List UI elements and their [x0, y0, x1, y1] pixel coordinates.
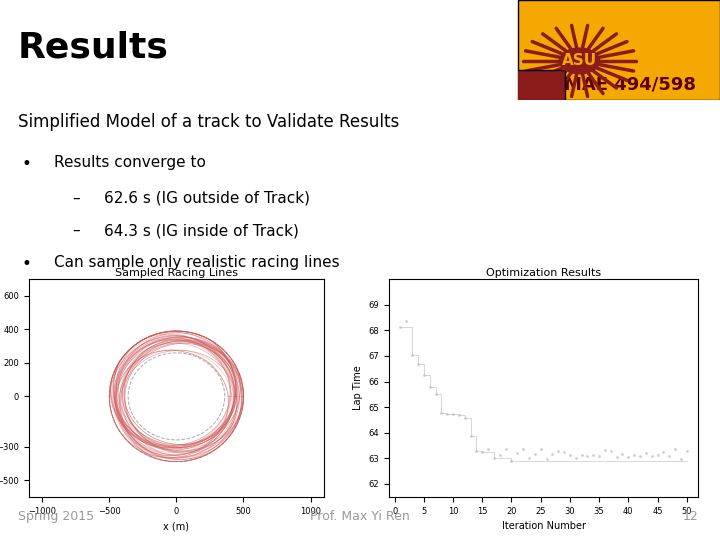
Point — [505, 456, 517, 465]
Point — [681, 447, 693, 456]
Point — [459, 414, 470, 422]
Text: 62.6 s (IG outside of Track): 62.6 s (IG outside of Track) — [104, 191, 310, 206]
Text: Results converge to: Results converge to — [54, 155, 206, 170]
Point — [500, 445, 511, 454]
Text: MAE 494/598: MAE 494/598 — [564, 76, 696, 94]
Point — [617, 449, 629, 458]
Point — [675, 454, 687, 463]
Text: Simplified Model of a track to Validate Results: Simplified Model of a track to Validate … — [18, 113, 400, 131]
Point — [441, 409, 453, 418]
Text: 12: 12 — [683, 510, 698, 523]
Text: –: – — [72, 191, 80, 206]
Point — [406, 350, 418, 359]
Point — [511, 449, 523, 457]
Point — [430, 390, 441, 399]
Text: ASU: ASU — [562, 53, 597, 69]
Point — [576, 450, 588, 459]
Point — [593, 452, 605, 461]
Point — [564, 451, 576, 460]
Point — [663, 451, 675, 460]
Point — [518, 444, 529, 453]
Point — [424, 382, 436, 391]
Point — [418, 370, 430, 379]
Text: Can sample only realistic racing lines: Can sample only realistic racing lines — [54, 255, 340, 271]
Text: •: • — [22, 255, 32, 273]
X-axis label: x (m): x (m) — [163, 521, 189, 531]
Point — [582, 452, 593, 461]
FancyBboxPatch shape — [472, 70, 565, 130]
Point — [646, 452, 657, 461]
Point — [465, 432, 477, 441]
Text: •: • — [22, 155, 32, 173]
Point — [541, 455, 552, 463]
Point — [494, 451, 505, 460]
Point — [529, 450, 541, 458]
Point — [623, 453, 634, 462]
Point — [652, 451, 663, 460]
Point — [546, 450, 558, 458]
Point — [570, 454, 582, 463]
Point — [558, 448, 570, 457]
Point — [395, 323, 406, 332]
Point — [599, 446, 611, 455]
Point — [552, 447, 564, 456]
Point — [634, 452, 646, 461]
Text: Spring 2015: Spring 2015 — [18, 510, 94, 523]
Point — [477, 447, 488, 456]
Title: Sampled Racing Lines: Sampled Racing Lines — [115, 268, 238, 279]
Point — [611, 453, 622, 461]
Point — [447, 409, 459, 418]
X-axis label: Iteration Number: Iteration Number — [502, 521, 585, 531]
Point — [453, 410, 464, 419]
FancyBboxPatch shape — [518, 0, 720, 100]
Point — [488, 454, 500, 463]
Point — [670, 445, 681, 454]
Point — [523, 454, 535, 462]
Point — [588, 450, 599, 459]
Point — [657, 448, 669, 456]
Point — [640, 448, 652, 457]
Text: Results: Results — [18, 31, 169, 65]
Title: Optimization Results: Optimization Results — [486, 268, 601, 279]
Point — [413, 360, 424, 368]
Text: Prof. Max Yi Ren: Prof. Max Yi Ren — [310, 510, 410, 523]
Point — [629, 451, 640, 460]
Point — [436, 409, 447, 417]
Point — [535, 445, 546, 454]
Circle shape — [559, 48, 600, 74]
Point — [471, 447, 482, 456]
Point — [400, 316, 412, 325]
Point — [482, 445, 494, 454]
Point — [605, 447, 616, 455]
Text: 64.3 s (IG inside of Track): 64.3 s (IG inside of Track) — [104, 223, 300, 238]
Y-axis label: Lap Time: Lap Time — [353, 366, 363, 410]
Text: –: – — [72, 223, 80, 238]
